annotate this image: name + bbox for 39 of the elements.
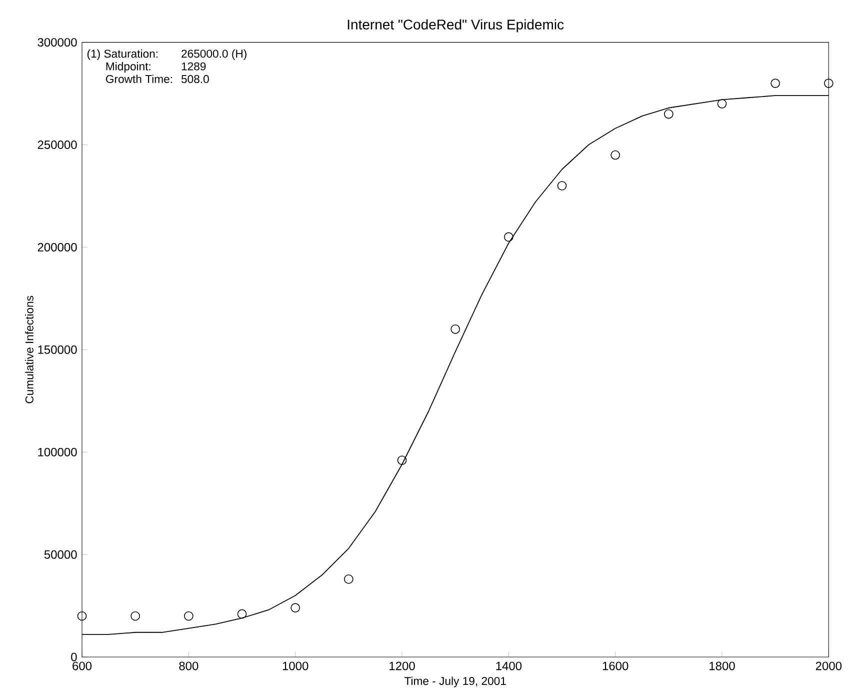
point [717, 99, 727, 108]
point [504, 232, 514, 242]
point [610, 150, 620, 160]
x-tick-label: 800 [179, 662, 198, 670]
y-tick-label: 250000 [38, 140, 77, 150]
point [557, 181, 567, 190]
y-tick-label: 200000 [38, 242, 77, 252]
point [770, 78, 780, 88]
point [237, 609, 247, 619]
point [77, 611, 87, 621]
point [664, 109, 674, 119]
annotation: 1289 [182, 62, 206, 70]
point [184, 611, 194, 621]
x-tick-label: 2000 [816, 662, 842, 670]
annotation: Midpoint: [106, 62, 150, 73]
point [397, 456, 407, 465]
x-tick-label: 1200 [390, 662, 415, 670]
annotation: 265000.0 (H) [182, 49, 246, 60]
y-tick-label: 300000 [38, 38, 77, 47]
annotation: (1) Saturation: [87, 49, 158, 60]
point [824, 78, 834, 88]
x-tick-label: 600 [72, 662, 92, 670]
point [450, 324, 460, 334]
point [290, 603, 300, 612]
x-tick-label: 1400 [496, 662, 522, 670]
x-tick-label: 1600 [602, 662, 628, 670]
annotation: Growth Time: [106, 74, 172, 84]
point [130, 611, 140, 621]
y-tick-label: 100000 [38, 448, 77, 456]
x-tick-label: 1000 [282, 662, 308, 670]
x-axis-title: Time - July 19, 2001 [404, 676, 506, 688]
point [344, 574, 354, 584]
y-tick-label: 150000 [38, 345, 77, 354]
chart-title: Internet "CodeRed" Virus Epidemic [348, 19, 564, 32]
y-tick-label: 50000 [44, 550, 77, 559]
y-axis-title: Cumulative Infections [25, 296, 34, 404]
y-tick-label: 0 [71, 652, 77, 662]
x-tick-label: 1800 [710, 662, 735, 670]
annotation: 508.0 [181, 75, 209, 84]
